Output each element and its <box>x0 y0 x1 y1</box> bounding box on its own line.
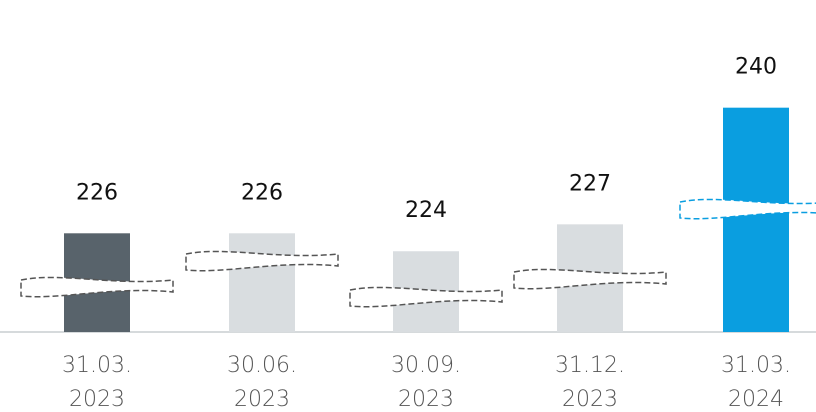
x-tick-label-line: 2023 <box>562 387 618 412</box>
x-tick-label: 31.12. 2023 <box>555 353 625 412</box>
x-tick-label-line: 2023 <box>398 387 454 412</box>
axis-break <box>679 198 816 220</box>
x-tick-label: 31.03. 2023 <box>62 353 132 412</box>
x-tick-label-line: 2024 <box>728 387 784 412</box>
x-tick-label: 30.06. 2023 <box>227 353 297 412</box>
x-tick-label-line: 31.03. <box>62 353 132 378</box>
value-label: 226 <box>76 180 118 205</box>
value-label: 240 <box>735 55 777 80</box>
x-tick-label-line: 31.12. <box>555 353 625 378</box>
x-tick-label-line: 2023 <box>234 387 290 412</box>
axis-break <box>185 250 339 272</box>
axis-break <box>349 286 503 308</box>
bar <box>723 107 789 332</box>
x-tick-label-line: 30.06. <box>227 353 297 378</box>
x-tick-label-line: 2023 <box>69 387 125 412</box>
value-label: 227 <box>569 171 611 196</box>
x-tick-label-line: 30.09. <box>391 353 461 378</box>
axis-break <box>513 268 667 290</box>
value-label: 226 <box>241 180 283 205</box>
x-tick-label-line: 31.03. <box>721 353 791 378</box>
x-tick-label: 31.03. 2024 <box>721 353 791 412</box>
axis-break <box>20 276 174 298</box>
bar <box>229 233 295 332</box>
x-tick-label: 30.09. 2023 <box>391 353 461 412</box>
value-label: 224 <box>405 198 447 223</box>
